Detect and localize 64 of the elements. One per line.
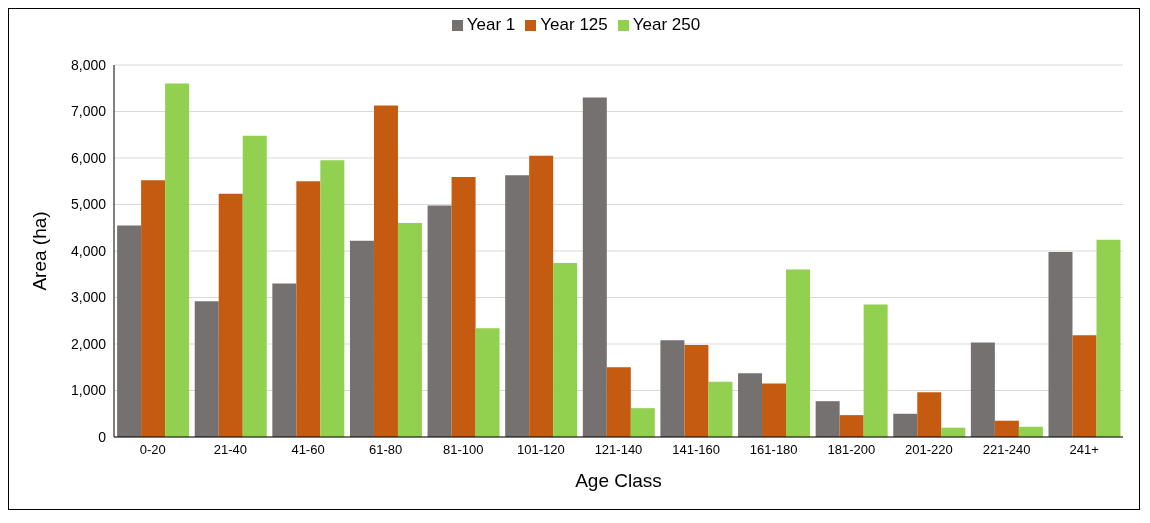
legend-label: Year 1	[466, 15, 516, 34]
y-tick-label: 1,000	[70, 382, 107, 399]
x-tick-label: 21-40	[213, 442, 248, 458]
x-tick-label: 141-160	[672, 442, 720, 458]
bar	[994, 420, 1019, 437]
x-tick-label: 41-60	[291, 442, 325, 458]
x-tick-label: 121-140	[594, 442, 643, 458]
bar	[451, 177, 476, 437]
bar	[427, 205, 452, 437]
bar	[606, 367, 631, 437]
bar	[863, 304, 888, 437]
x-tick-label: 101-120	[517, 442, 565, 458]
bar	[1096, 239, 1121, 437]
bar	[1072, 335, 1097, 437]
bar	[839, 415, 864, 437]
bar	[165, 83, 190, 437]
bar	[917, 392, 942, 437]
bar	[475, 328, 500, 437]
bar	[320, 160, 345, 437]
x-tick-label: 81-100	[443, 442, 484, 458]
bar	[529, 155, 554, 437]
bar	[272, 283, 297, 437]
bar	[630, 408, 655, 437]
y-tick-label: 2,000	[70, 335, 107, 352]
bar	[218, 193, 243, 437]
y-tick-label: 6,000	[70, 149, 107, 166]
bar	[660, 340, 685, 437]
y-axis-title: Area (ha)	[28, 211, 50, 291]
bar	[970, 342, 995, 437]
bar	[242, 135, 267, 437]
bar	[141, 180, 166, 437]
bar	[762, 383, 787, 437]
bar	[893, 413, 918, 437]
bar	[349, 240, 374, 437]
bar	[505, 175, 530, 437]
x-tick-label: 221-240	[982, 442, 1031, 458]
y-tick-label: 0	[98, 428, 107, 445]
x-tick-label: 241+	[1069, 442, 1099, 458]
y-tick-label: 4,000	[70, 242, 107, 259]
bar	[708, 381, 733, 437]
bar	[786, 269, 811, 437]
bar	[296, 181, 321, 437]
bar	[373, 105, 398, 437]
bar	[194, 301, 219, 437]
bar	[397, 223, 422, 437]
legend-label: Year 125	[540, 15, 608, 34]
y-tick-label: 7,000	[70, 103, 107, 120]
legend-label: Year 250	[632, 15, 701, 34]
x-tick-label: 61-80	[369, 442, 403, 458]
bar	[738, 373, 763, 437]
x-tick-label: 181-200	[827, 442, 876, 458]
bar	[117, 225, 142, 437]
x-tick-label: 161-180	[749, 442, 798, 458]
bar	[582, 97, 607, 437]
bar	[684, 344, 709, 437]
y-tick-label: 8,000	[70, 56, 107, 73]
y-tick-label: 5,000	[70, 196, 107, 213]
x-tick-label: 201-220	[905, 442, 953, 458]
y-tick-label: 3,000	[70, 289, 107, 306]
bar	[1048, 251, 1073, 437]
x-tick-label: 0-20	[139, 442, 166, 458]
bar	[815, 401, 840, 437]
bar	[553, 263, 578, 437]
x-axis-title: Age Class	[575, 470, 662, 491]
